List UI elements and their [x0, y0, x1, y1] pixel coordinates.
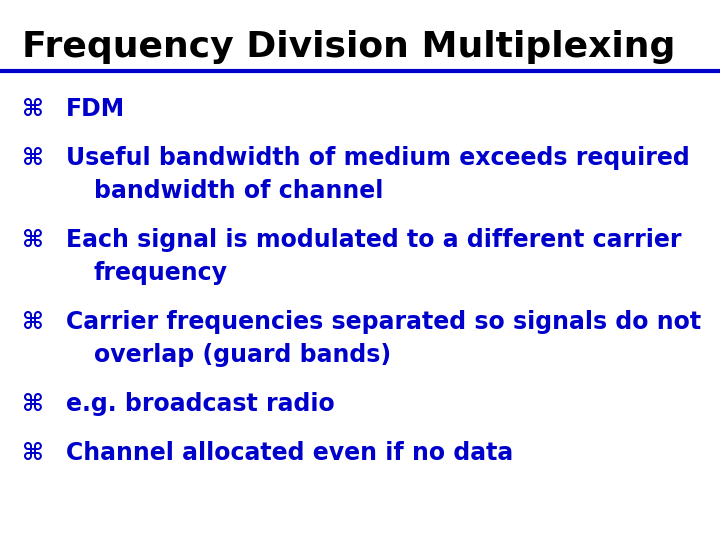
Text: ⌘: ⌘ [22, 392, 43, 416]
Text: ⌘: ⌘ [22, 441, 43, 464]
Text: Frequency Division Multiplexing: Frequency Division Multiplexing [22, 30, 675, 64]
Text: Channel allocated even if no data: Channel allocated even if no data [66, 441, 513, 464]
Text: Useful bandwidth of medium exceeds required: Useful bandwidth of medium exceeds requi… [66, 146, 690, 170]
Text: bandwidth of channel: bandwidth of channel [94, 179, 383, 203]
Text: ⌘: ⌘ [22, 310, 43, 334]
Text: FDM: FDM [66, 97, 125, 121]
Text: Each signal is modulated to a different carrier: Each signal is modulated to a different … [66, 228, 682, 252]
Text: ⌘: ⌘ [22, 228, 43, 252]
Text: overlap (guard bands): overlap (guard bands) [94, 343, 391, 367]
Text: frequency: frequency [94, 261, 228, 285]
Text: e.g. broadcast radio: e.g. broadcast radio [66, 392, 335, 416]
Text: ⌘: ⌘ [22, 97, 43, 121]
Text: Carrier frequencies separated so signals do not: Carrier frequencies separated so signals… [66, 310, 701, 334]
Text: ⌘: ⌘ [22, 146, 43, 170]
